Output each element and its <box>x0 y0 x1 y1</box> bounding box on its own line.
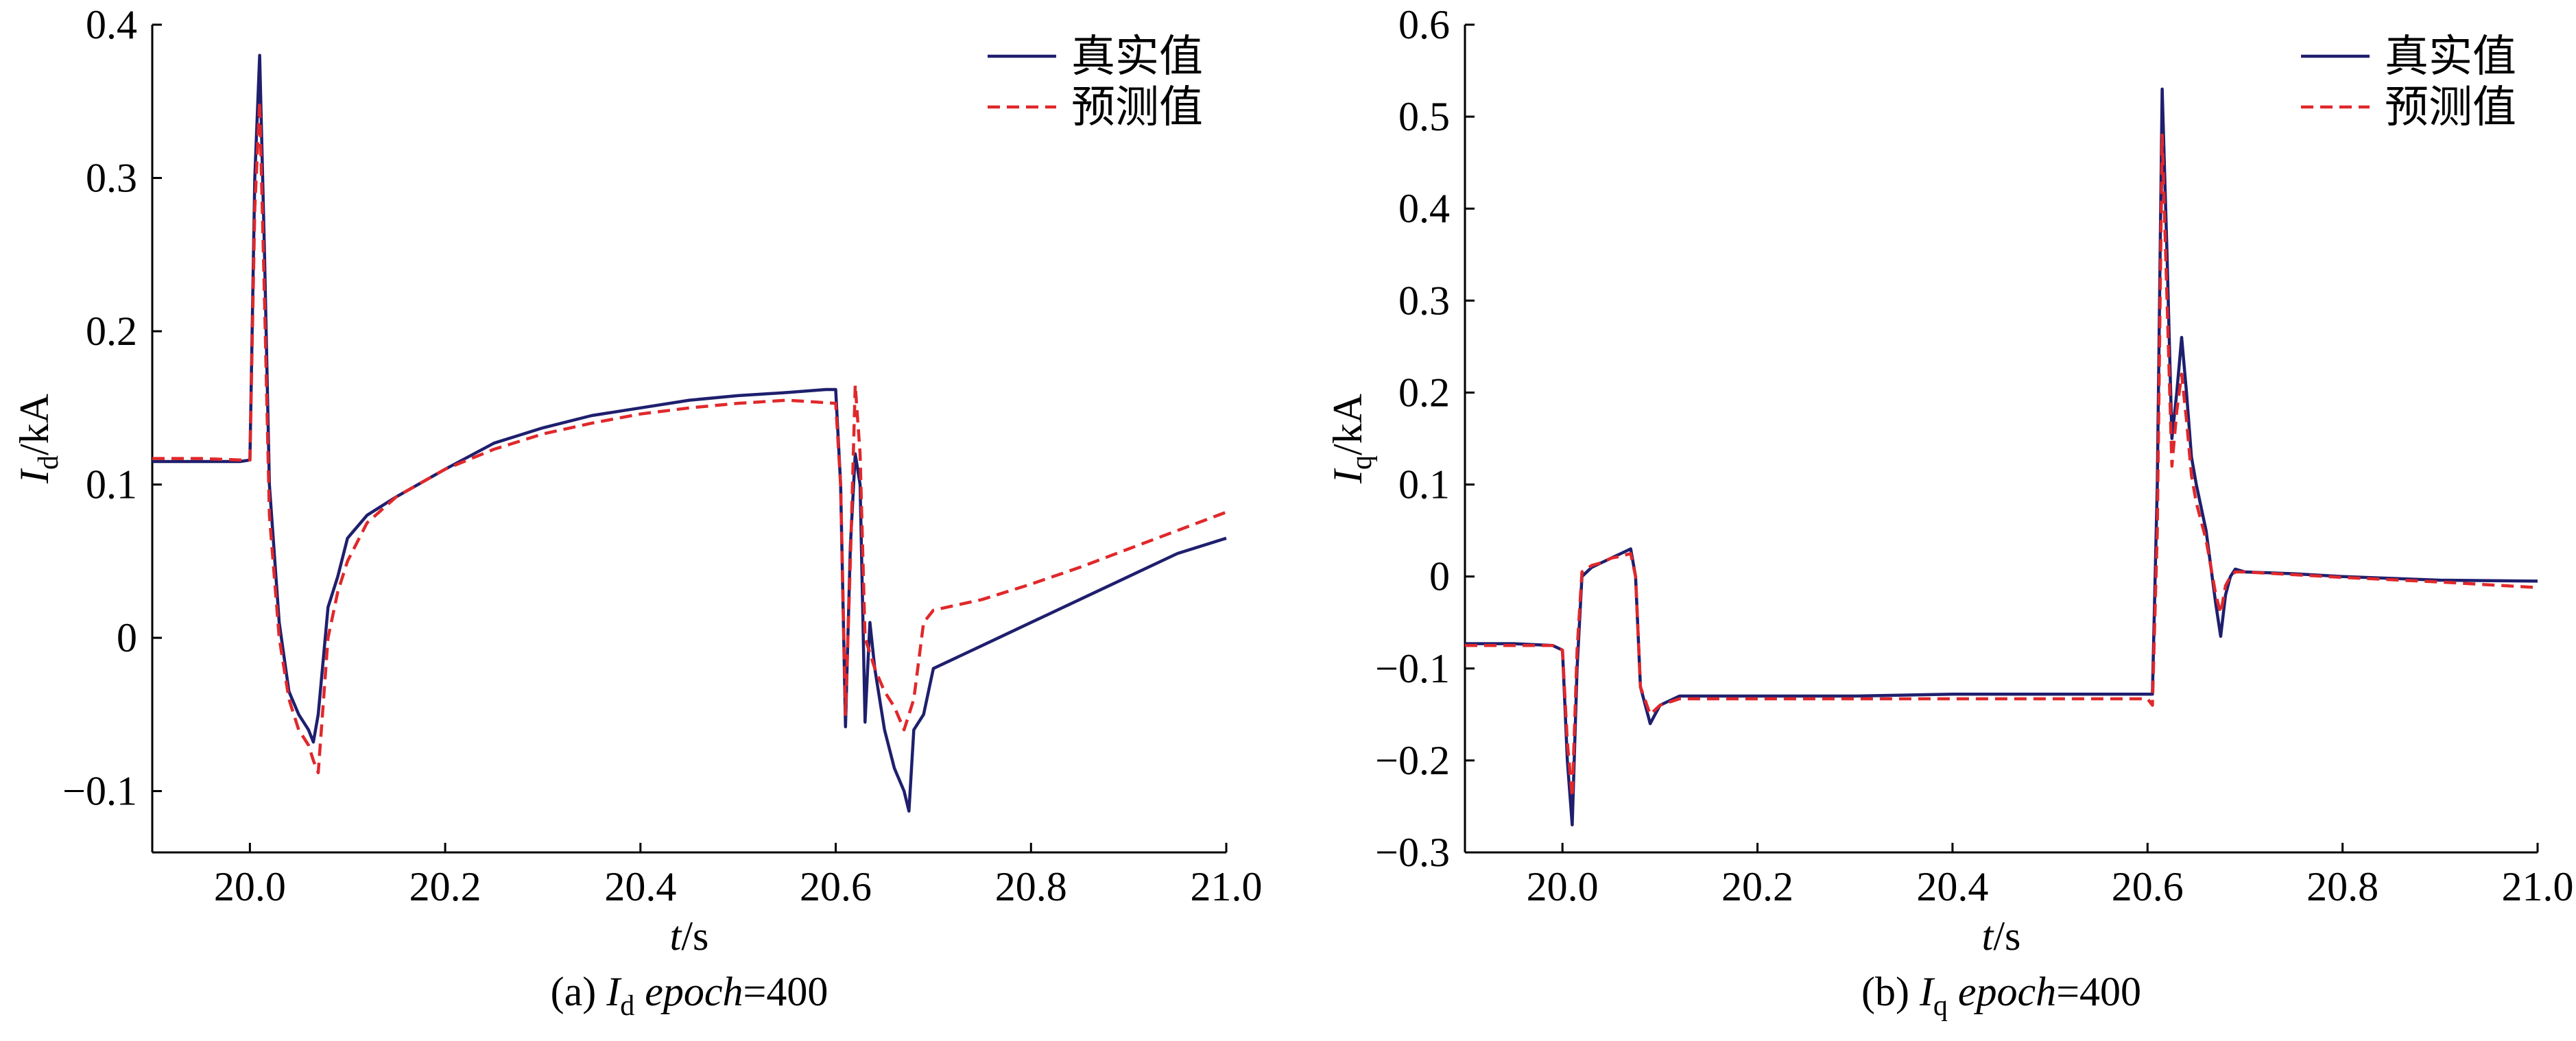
y-tick-label: −0.3 <box>1375 830 1450 875</box>
x-tick-label: 20.6 <box>800 864 872 909</box>
y-tick-label: 0.3 <box>1398 278 1450 323</box>
y-tick-label: 0.2 <box>86 309 137 354</box>
y-tick-label: 0 <box>117 615 137 660</box>
legend-label: 预测值 <box>1071 83 1203 132</box>
x-tick-label: 20.8 <box>2306 864 2378 909</box>
x-tick-label: 20.4 <box>604 864 676 909</box>
x-tick-label: 20.2 <box>409 864 481 909</box>
series-line-predicted <box>152 99 1227 775</box>
chart-panel-1: −0.3 −0.2 −0.1 0 0.1 0.2 0.3 0.4 0.5 0.6 20.0 20.2 2… <box>1325 2 2574 1022</box>
x-axis-label: t/s <box>1982 913 2021 959</box>
y-tick-label: −0.1 <box>62 769 137 814</box>
x-tick-label: 21.0 <box>2502 864 2574 909</box>
series-line-actual <box>152 53 1227 813</box>
y-tick-label: 0.5 <box>1398 94 1450 139</box>
series-line-actual <box>1465 87 2538 827</box>
x-tick-label: 21.0 <box>1191 864 1263 909</box>
x-tick-label: 20.6 <box>2112 864 2184 909</box>
y-tick-label: 0.3 <box>86 156 137 201</box>
chart-caption: (a) Id epoch=400 <box>551 969 828 1022</box>
series-line-predicted <box>1465 133 2538 799</box>
y-tick-label: −0.1 <box>1375 646 1450 691</box>
legend-label: 预测值 <box>2385 83 2516 132</box>
legend-label: 真实值 <box>1071 32 1203 81</box>
x-tick-label: 20.0 <box>1527 864 1599 909</box>
x-tick-label: 20.2 <box>1721 864 1793 909</box>
x-tick-label: 20.4 <box>1916 864 1988 909</box>
y-tick-label: 0.4 <box>86 2 137 47</box>
x-axis-label: t/s <box>670 913 709 959</box>
y-tick-label: 0 <box>1429 554 1450 599</box>
y-tick-label: 0.4 <box>1398 186 1450 231</box>
y-tick-label: −0.2 <box>1375 738 1450 783</box>
chart-caption: (b) Iq epoch=400 <box>1861 969 2141 1022</box>
y-tick-label: 0.6 <box>1398 2 1450 47</box>
legend-label: 真实值 <box>2385 32 2516 81</box>
x-tick-label: 20.0 <box>214 864 286 909</box>
x-tick-label: 20.8 <box>995 864 1067 909</box>
chart-panel-0: −0.1 0 0.1 0.2 0.3 0.4 20.0 20.2 20.4 20.6 20.8 21.… <box>12 2 1263 1022</box>
y-tick-label: 0.1 <box>1398 462 1450 507</box>
y-axis-label: Iq/kA <box>1325 394 1378 484</box>
y-tick-label: 0.2 <box>1398 370 1450 415</box>
y-tick-label: 0.1 <box>86 462 137 507</box>
y-axis-label: Id/kA <box>12 394 64 484</box>
